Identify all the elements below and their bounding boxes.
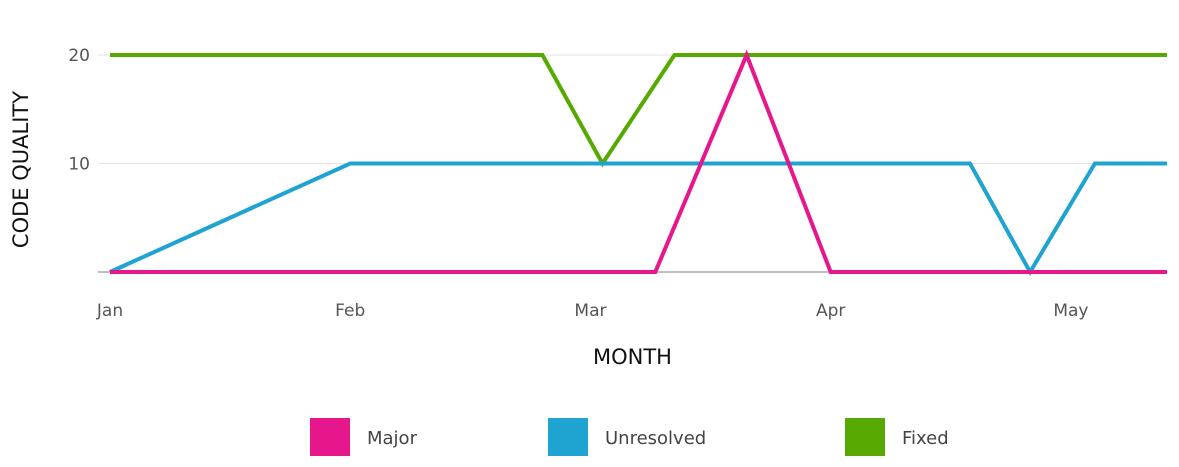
legend-swatch: [845, 418, 885, 456]
legend: Major Unresolved Fixed: [310, 418, 949, 456]
legend-swatch: [548, 418, 588, 456]
legend-label: Major: [367, 428, 418, 449]
x-axis-title: MONTH: [593, 345, 672, 369]
legend-item-fixed: Fixed: [845, 418, 949, 456]
legend-label: Fixed: [902, 428, 949, 449]
legend-label: Unresolved: [605, 428, 706, 449]
x-tick-label: Apr: [816, 301, 845, 321]
grid-layer: [98, 55, 1167, 164]
y-axis-title: CODE QUALITY: [9, 91, 33, 248]
series-line-fixed: [110, 55, 1167, 164]
x-tick-label: Jan: [96, 301, 123, 321]
y-tick-label: 20: [68, 46, 90, 66]
x-tick-label: Mar: [574, 301, 606, 321]
legend-swatch: [310, 418, 350, 456]
series-line-unresolved: [110, 164, 1167, 273]
x-tick-label: May: [1053, 301, 1088, 321]
legend-item-unresolved: Unresolved: [548, 418, 706, 456]
x-tick-label: Feb: [335, 301, 365, 321]
y-tick-label: 10: [68, 155, 90, 175]
legend-item-major: Major: [310, 418, 418, 456]
label-layer: 10 20 Jan Feb Mar Apr May: [68, 46, 1088, 321]
